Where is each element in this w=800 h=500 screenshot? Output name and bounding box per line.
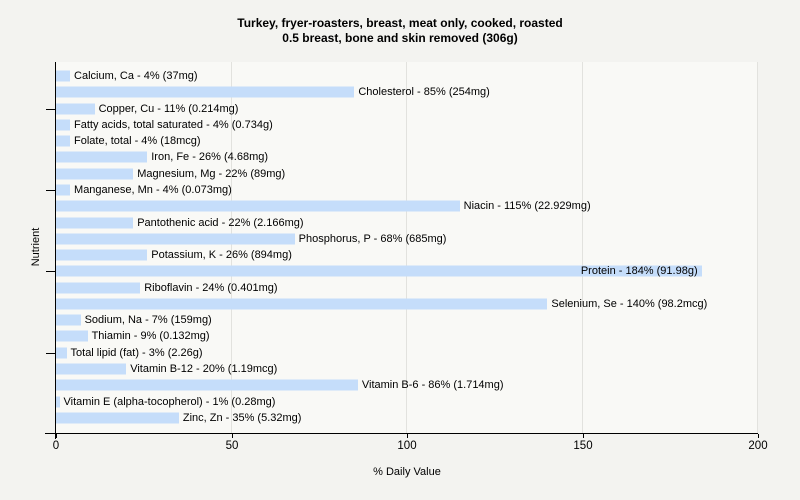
gridline-150 — [581, 62, 583, 433]
bar-row: Total lipid (fat) - 3% (2.26g) — [56, 345, 758, 361]
x-axis-tick — [56, 434, 57, 438]
x-axis-tick-label: 200 — [748, 440, 768, 452]
y-axis-tick — [46, 271, 56, 272]
bar-label: Iron, Fe - 26% (4.68mg) — [151, 151, 269, 164]
bar — [56, 151, 148, 163]
chart-title-line1: Turkey, fryer-roasters, breast, meat onl… — [237, 16, 563, 30]
bar-label: Calcium, Ca - 4% (37mg) — [74, 70, 198, 83]
x-axis-tick-label: 100 — [397, 440, 417, 452]
bar-label: Magnesium, Mg - 22% (89mg) — [137, 167, 286, 180]
bar — [56, 330, 88, 342]
x-axis-tick — [758, 434, 759, 438]
bar-row: Sodium, Na - 7% (159mg) — [56, 312, 758, 328]
bar-label: Selenium, Se - 140% (98.2mcg) — [551, 297, 708, 310]
chart-title: Turkey, fryer-roasters, breast, meat onl… — [0, 16, 800, 46]
x-axis-tick-label: 50 — [225, 440, 239, 452]
bar-label: Zinc, Zn - 35% (5.32mg) — [182, 411, 302, 424]
bar — [56, 200, 460, 212]
bar-row: Iron, Fe - 26% (4.68mg) — [56, 149, 758, 165]
gridline-50 — [230, 62, 232, 433]
bar — [56, 233, 295, 245]
bar-label: Pantothenic acid - 22% (2.166mg) — [137, 216, 304, 229]
bar-row: Pantothenic acid - 22% (2.166mg) — [56, 214, 758, 230]
bar-row: Vitamin B-12 - 20% (1.19mcg) — [56, 361, 758, 377]
bar-label: Total lipid (fat) - 3% (2.26g) — [70, 346, 203, 359]
bar — [56, 217, 134, 229]
bar — [56, 412, 179, 424]
bar-row: Vitamin E (alpha-tocopherol) - 1% (0.28m… — [56, 393, 758, 409]
bar-label: Niacin - 115% (22.929mg) — [463, 200, 591, 213]
x-axis-tick — [583, 434, 584, 438]
bar-row: Cholesterol - 85% (254mg) — [56, 84, 758, 100]
bar — [56, 184, 71, 196]
x-axis-tick-label: 150 — [573, 440, 593, 452]
bar — [56, 119, 71, 131]
bar-row: Fatty acids, total saturated - 4% (0.734… — [56, 117, 758, 133]
x-axis-tick — [407, 434, 408, 438]
bar-row: Potassium, K - 26% (894mg) — [56, 247, 758, 263]
bar — [56, 363, 127, 375]
bar-row: Riboflavin - 24% (0.401mg) — [56, 280, 758, 296]
x-axis-title: % Daily Value — [373, 466, 441, 478]
bar — [56, 135, 71, 147]
bar-label: Folate, total - 4% (18mcg) — [74, 135, 201, 148]
bar-label: Riboflavin - 24% (0.401mg) — [144, 281, 278, 294]
bar-label: Potassium, K - 26% (894mg) — [151, 249, 292, 262]
y-axis-tick — [46, 353, 56, 354]
bar-row: Zinc, Zn - 35% (5.32mg) — [56, 410, 758, 426]
bar-label: Manganese, Mn - 4% (0.073mg) — [74, 184, 232, 197]
bar-row: Niacin - 115% (22.929mg) — [56, 198, 758, 214]
bar-row: Vitamin B-6 - 86% (1.714mg) — [56, 377, 758, 393]
y-axis-tick — [46, 190, 56, 191]
bar-label: Protein - 184% (91.98g) — [580, 265, 698, 278]
bar — [56, 298, 548, 310]
bar — [56, 396, 60, 408]
bar-row: Thiamin - 9% (0.132mg) — [56, 328, 758, 344]
bar-row: Magnesium, Mg - 22% (89mg) — [56, 166, 758, 182]
x-axis-line — [45, 433, 758, 434]
bar — [56, 86, 355, 98]
x-axis-tick-label: 0 — [52, 440, 60, 452]
y-axis-line — [55, 62, 56, 439]
bar — [56, 282, 141, 294]
bar — [56, 265, 702, 277]
y-axis-tick — [46, 109, 56, 110]
gridline-200 — [757, 62, 758, 433]
bar-label: Phosphorus, P - 68% (685mg) — [298, 232, 447, 245]
bar-label: Vitamin B-6 - 86% (1.714mg) — [361, 379, 504, 392]
bar-label: Fatty acids, total saturated - 4% (0.734… — [74, 118, 273, 131]
bar — [56, 379, 358, 391]
bar-row: Calcium, Ca - 4% (37mg) — [56, 68, 758, 84]
y-axis-title: Nutrient — [30, 227, 42, 267]
bar-label: Sodium, Na - 7% (159mg) — [84, 314, 212, 327]
bar-row: Manganese, Mn - 4% (0.073mg) — [56, 182, 758, 198]
chart-title-line2: 0.5 breast, bone and skin removed (306g) — [282, 31, 518, 45]
bar — [56, 103, 95, 115]
bar-label: Vitamin B-12 - 20% (1.19mcg) — [130, 363, 278, 376]
bar — [56, 347, 67, 359]
bar-row: Copper, Cu - 11% (0.214mg) — [56, 101, 758, 117]
bar-label: Copper, Cu - 11% (0.214mg) — [98, 102, 239, 115]
bar-label: Thiamin - 9% (0.132mg) — [91, 330, 210, 343]
bar-row: Folate, total - 4% (18mcg) — [56, 133, 758, 149]
plot-area: Calcium, Ca - 4% (37mg) Cholesterol - 85%… — [56, 62, 758, 433]
bar — [56, 70, 71, 82]
bar-row: Phosphorus, P - 68% (685mg) — [56, 231, 758, 247]
bar — [56, 249, 148, 261]
x-axis-tick — [232, 434, 233, 438]
bar — [56, 168, 134, 180]
gridline-100 — [406, 62, 407, 433]
bar-label: Cholesterol - 85% (254mg) — [358, 86, 490, 99]
bar-row: Selenium, Se - 140% (98.2mcg) — [56, 296, 758, 312]
bar-label: Vitamin E (alpha-tocopherol) - 1% (0.28m… — [63, 395, 276, 408]
bar — [56, 314, 81, 326]
bar-row: Protein - 184% (91.98g) — [56, 263, 758, 279]
